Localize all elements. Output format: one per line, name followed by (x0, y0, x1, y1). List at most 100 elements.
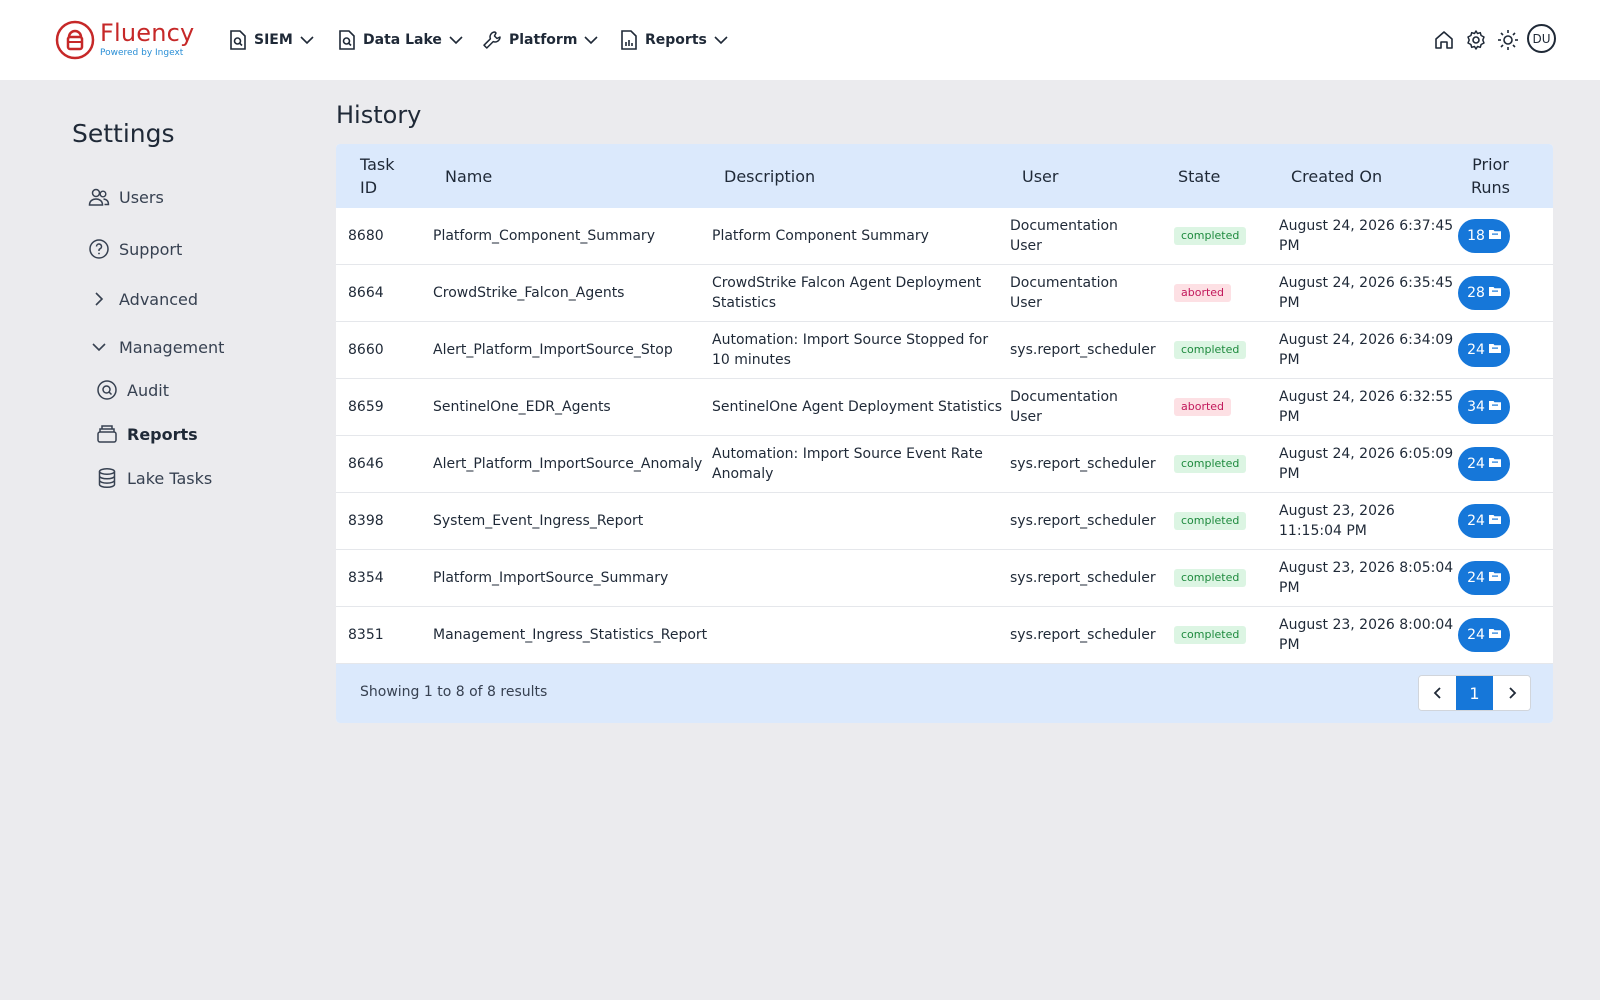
nav-data-lake[interactable]: Data Lake (337, 26, 464, 54)
page-title: History (336, 101, 422, 129)
chevron-down-icon (300, 36, 314, 45)
theme-toggle-button[interactable] (1495, 27, 1521, 53)
user-line: sys.report_scheduler (1010, 627, 1156, 643)
sidebar-item-label: Advanced (119, 289, 199, 309)
column-header-description[interactable]: Description (724, 167, 816, 186)
column-header-task-id[interactable]: Task ID (360, 153, 395, 199)
task-name-cell: CrowdStrike_Falcon_Agents (433, 285, 625, 301)
nav-siem[interactable]: SIEM (228, 26, 315, 54)
description-cell: Platform Component Summary (712, 226, 929, 246)
sidebar-item-label: Reports (127, 424, 198, 444)
description-line: Automation: Import Source Event Rate (712, 446, 983, 462)
sidebar-item-advanced[interactable]: Advanced (88, 288, 198, 310)
status-badge: aborted (1174, 284, 1232, 302)
fluency-logo-icon (55, 20, 95, 60)
sidebar-item-lake-tasks[interactable]: Lake Tasks (96, 467, 212, 489)
prior-runs-button[interactable]: 28 (1458, 276, 1510, 310)
prior-runs-button[interactable]: 24 (1458, 561, 1510, 595)
folder-icon (1488, 514, 1501, 524)
prior-runs-count: 34 (1467, 399, 1485, 415)
next-page-button[interactable] (1493, 676, 1530, 710)
chevron-down-icon (584, 36, 598, 45)
task-name-cell: Platform_ImportSource_Summary (433, 570, 669, 586)
task-name-cell: Alert_Platform_ImportSource_Stop (433, 342, 673, 358)
column-header-created-on[interactable]: Created On (1291, 167, 1383, 186)
folder-icon (1488, 229, 1501, 239)
table-header: Task ID Name Description User State Crea… (336, 144, 1553, 208)
prev-page-button[interactable] (1419, 676, 1456, 710)
folder-icon (1488, 457, 1501, 467)
column-header-state[interactable]: State (1178, 167, 1221, 186)
home-button[interactable] (1431, 27, 1457, 53)
description-line: Platform Component Summary (712, 228, 929, 244)
sidebar-item-audit[interactable]: Audit (96, 379, 169, 401)
nav-platform[interactable]: Platform (481, 26, 599, 54)
fluency-logo[interactable]: Fluency Powered by Ingext (55, 19, 195, 61)
created-on-cell-line: August 24, 2026 6:32:55 (1279, 389, 1454, 405)
chevron-down-icon (714, 36, 728, 45)
status-badge: aborted (1174, 398, 1232, 416)
top-navbar: Fluency Powered by Ingext SIEM Data Lake… (0, 0, 1600, 80)
folder-icon (1488, 343, 1501, 353)
sidebar-item-reports[interactable]: Reports (96, 423, 198, 445)
sidebar-item-support[interactable]: Support (88, 238, 182, 260)
task-name-cell: Platform_Component_Summary (433, 228, 655, 244)
nav-reports-label: Reports (645, 32, 707, 48)
user-cell: Documentation User (1010, 216, 1118, 256)
table-row[interactable]: 8354 Platform_ImportSource_Summary sys.re… (336, 550, 1553, 607)
table-row[interactable]: 8398 System_Event_Ingress_Report sys.repo… (336, 493, 1553, 550)
column-header-text: Prior (1472, 155, 1509, 174)
search-doc-icon (230, 30, 246, 50)
prior-runs-button[interactable]: 24 (1458, 333, 1510, 367)
created-on-cell-line: PM (1279, 466, 1300, 482)
created-on-cell-line: 11:15:04 PM (1279, 523, 1367, 539)
status-badge: completed (1174, 455, 1247, 473)
prior-runs-button[interactable]: 24 (1458, 618, 1510, 652)
prior-runs-count: 24 (1467, 570, 1485, 586)
page-button-current[interactable]: 1 (1456, 676, 1493, 710)
table-row[interactable]: 8664 CrowdStrike_Falcon_Agents CrowdStrik… (336, 265, 1553, 322)
prior-runs-button[interactable]: 24 (1458, 447, 1510, 481)
user-line: Documentation (1010, 275, 1118, 291)
user-avatar[interactable]: DU (1527, 24, 1556, 53)
table-row[interactable]: 8646 Alert_Platform_ImportSource_Anomaly … (336, 436, 1553, 493)
prior-runs-count: 24 (1467, 456, 1485, 472)
table-row[interactable]: 8660 Alert_Platform_ImportSource_Stop Aut… (336, 322, 1553, 379)
description-cell: Automation: Import Source Event Rate Ano… (712, 444, 983, 484)
nav-reports[interactable]: Reports (619, 26, 729, 54)
created-on-cell-line: PM (1279, 352, 1300, 368)
task-name-cell: Management_Ingress_Statistics_Report (433, 627, 708, 643)
column-header-prior-runs[interactable]: Prior Runs (1471, 153, 1510, 199)
chevron-left-icon (1433, 687, 1441, 699)
sidebar-item-label: Support (119, 239, 183, 259)
task-name-cell: System_Event_Ingress_Report (433, 513, 644, 529)
user-cell: sys.report_scheduler (1010, 568, 1156, 588)
task-id-cell: 8660 (348, 342, 384, 358)
description-line: Anomaly (712, 466, 774, 482)
prior-runs-button[interactable]: 34 (1458, 390, 1510, 424)
created-on-cell-line: August 24, 2026 6:05:09 (1279, 446, 1454, 462)
settings-button[interactable] (1463, 27, 1489, 53)
table-row[interactable]: 8351 Management_Ingress_Statistics_Report… (336, 607, 1553, 664)
prior-runs-button[interactable]: 24 (1458, 504, 1510, 538)
report-icon (621, 30, 637, 50)
status-badge: completed (1174, 341, 1247, 359)
sidebar-item-users[interactable]: Users (88, 186, 164, 208)
column-header-user[interactable]: User (1022, 167, 1059, 186)
folder-icon (1488, 628, 1501, 638)
table-row[interactable]: 8659 SentinelOne_EDR_Agents SentinelOne A… (336, 379, 1553, 436)
column-header-name[interactable]: Name (445, 167, 493, 186)
column-header-text: Runs (1471, 178, 1511, 197)
description-line: CrowdStrike Falcon Agent Deployment (712, 275, 982, 291)
users-icon (88, 186, 110, 208)
sidebar-item-label: Lake Tasks (127, 468, 213, 488)
task-id-cell: 8659 (348, 399, 384, 415)
nav-siem-label: SIEM (254, 32, 293, 48)
home-icon (1435, 31, 1453, 49)
sidebar-item-management[interactable]: Management (88, 336, 224, 358)
prior-runs-button[interactable]: 18 (1458, 219, 1510, 253)
table-row[interactable]: 8680 Platform_Component_Summary Platform … (336, 208, 1553, 265)
created-on-cell-line: August 23, 2026 8:00:04 (1279, 617, 1454, 633)
status-badge: completed (1174, 227, 1247, 245)
chevron-down-icon (88, 336, 110, 358)
